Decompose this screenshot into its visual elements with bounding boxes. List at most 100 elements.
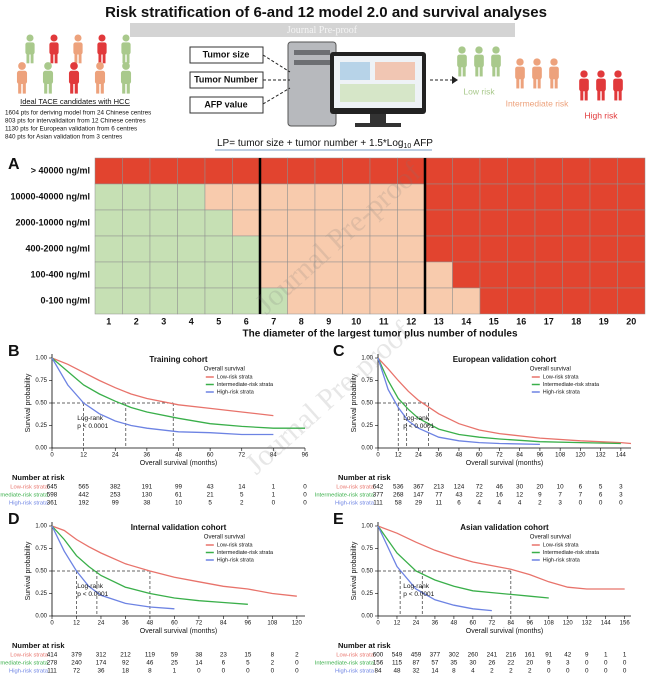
heatmap-cell: [94, 157, 123, 185]
heatmap-cell: [232, 183, 261, 211]
risk-count: 99: [112, 500, 120, 507]
heatmap-cell: [287, 287, 316, 315]
legend-label: Intermediate-risk strata: [543, 382, 600, 388]
survival-curve: [51, 525, 248, 605]
risk-count: 59: [171, 652, 179, 659]
heatmap-cell: [452, 183, 481, 211]
person-body: [68, 70, 80, 84]
y-tick-label: 0.25: [361, 591, 373, 597]
x-tick-label: 36: [144, 453, 151, 459]
risk-count: 61: [175, 492, 183, 499]
risk-count: 3: [619, 492, 623, 499]
y-tick-label: 0.50: [361, 569, 373, 575]
risk-count: 18: [122, 668, 130, 675]
person-leg: [54, 53, 58, 64]
risk-count: 58: [395, 500, 403, 507]
heatmap-cell: [397, 183, 426, 211]
panel-label: A: [8, 156, 20, 173]
risk-row-label: High-risk strata: [335, 669, 375, 675]
x-tick-label: 60: [470, 621, 477, 627]
risk-count: 2: [240, 500, 244, 507]
person-leg: [458, 66, 462, 77]
heatmap-cell: [259, 157, 288, 185]
heatmap-cell: [452, 287, 481, 315]
person-leg: [100, 82, 104, 94]
risk-count: 260: [468, 652, 479, 659]
person-leg: [537, 78, 541, 89]
risk-count: 642: [373, 484, 384, 491]
x-tick-label: 5: [216, 316, 221, 326]
heatmap-cell: [424, 235, 453, 263]
x-tick-label: 96: [245, 621, 252, 627]
risk-count: 278: [47, 660, 58, 667]
person-body: [515, 66, 525, 80]
risk-count: 2: [538, 500, 542, 507]
heatmap-cell: [149, 183, 178, 211]
risk-count: 2: [490, 668, 494, 675]
risk-count: 3: [558, 500, 562, 507]
risk-title: Number at risk: [12, 641, 65, 650]
legend-label: High-risk strata: [217, 557, 255, 563]
heatmap-cell: [424, 261, 453, 289]
risk-count: 213: [433, 484, 444, 491]
heatmap-cell: [369, 235, 398, 263]
heatmap-cell: [479, 209, 508, 237]
risk-count: 10: [557, 484, 565, 491]
heatmap-cell: [314, 261, 343, 289]
person-leg: [533, 78, 537, 89]
risk-count: 0: [295, 668, 299, 675]
heatmap-cell: [507, 183, 536, 211]
heatmap-cell: [287, 209, 316, 237]
person-leg: [475, 66, 479, 77]
x-tick-label: 8: [299, 316, 304, 326]
risk-count: 147: [413, 492, 424, 499]
risk-count: 0: [623, 660, 627, 667]
heatmap-cell: [232, 287, 261, 315]
person-leg: [78, 53, 82, 64]
x-tick-label: 108: [555, 453, 566, 459]
heatmap-cell: [562, 287, 591, 315]
risk-count: 5: [208, 500, 212, 507]
x-tick-label: 24: [413, 621, 420, 627]
heatmap-cell: [204, 183, 233, 211]
x-tick-label: 12: [395, 453, 402, 459]
risk-count: 72: [476, 484, 484, 491]
person-leg: [492, 66, 496, 77]
formula-main: LP= tumor size + tumor number + 1.5*Log: [217, 138, 404, 149]
x-tick-label: 18: [571, 316, 581, 326]
x-tick-label: 17: [544, 316, 554, 326]
risk-count: 1: [173, 668, 177, 675]
legend-title: Overall survival: [530, 367, 571, 373]
risk-count: 124: [454, 484, 465, 491]
heatmap-cell: [507, 235, 536, 263]
x-tick-label: 36: [122, 621, 129, 627]
y-tick-label: 1.00: [35, 524, 47, 530]
person-body: [457, 54, 467, 68]
heatmap-cell: [342, 235, 371, 263]
person-leg: [126, 82, 130, 94]
x-tick-label: 0: [376, 453, 380, 459]
person-leg: [496, 66, 500, 77]
heatmap-cell: [342, 261, 371, 289]
x-tick-label: 48: [451, 621, 458, 627]
x-tick-label: 0: [50, 621, 54, 627]
risk-count: 4: [518, 500, 522, 507]
survival-curve: [51, 357, 305, 429]
chart-title: Training cohort: [149, 355, 208, 364]
x-tick-label: 0: [50, 453, 54, 459]
person-leg: [50, 53, 54, 64]
risk-count: 5: [599, 484, 603, 491]
risk-count: 377: [373, 492, 384, 499]
person-head: [122, 62, 130, 70]
heatmap-cell: [617, 261, 646, 289]
x-tick-label: 156: [620, 621, 631, 627]
risk-count: 0: [197, 668, 201, 675]
risk-count: 565: [78, 484, 89, 491]
heatmap-cell: [314, 235, 343, 263]
risk-count: 14: [195, 660, 203, 667]
risk-count: 240: [71, 660, 82, 667]
risk-count: 4: [471, 668, 475, 675]
input-label: Tumor size: [203, 49, 250, 59]
risk-count: 459: [411, 652, 422, 659]
risk-row-label: Intermediate-risk strata: [0, 661, 49, 667]
